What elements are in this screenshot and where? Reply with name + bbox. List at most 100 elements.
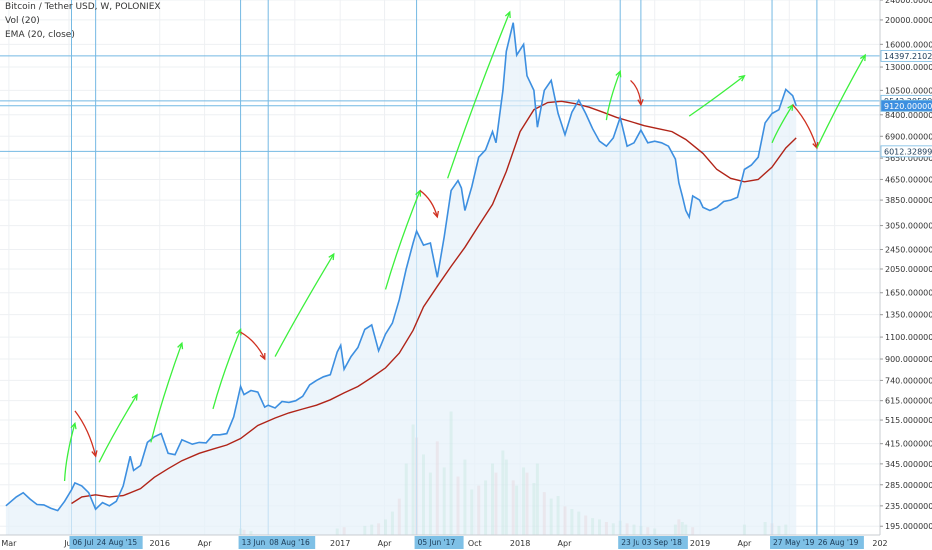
down-arrow	[630, 79, 642, 105]
price-tick-label: 235.00000000	[885, 502, 932, 511]
date-marker-label: 26 Aug '19	[818, 538, 859, 547]
time-tick-label: 2019	[690, 539, 710, 548]
up-arrow	[688, 75, 745, 117]
price-axis: 24000.00000000 20000.00000000 16000.000000…	[879, 0, 932, 550]
time-tick-label: Apr	[378, 539, 393, 548]
volume-indicator-label: Vol (20)	[5, 16, 40, 26]
up-arrow	[150, 342, 183, 443]
up-arrow	[816, 54, 866, 149]
price-level-label: 14397.21029952	[884, 52, 932, 61]
up-arrow	[212, 329, 242, 410]
date-marker-label: 06 Jul '	[72, 538, 97, 547]
price-line	[5, 22, 797, 512]
price-tick-label: 515.00000000	[885, 416, 932, 425]
time-tick-label: Mar	[1, 539, 17, 548]
up-arrow	[384, 190, 421, 290]
up-arrow	[605, 71, 621, 121]
ema-line	[71, 100, 797, 505]
date-marker-label: 05 Jun '17	[418, 538, 456, 547]
ema-indicator-label: EMA (20, close)	[5, 30, 75, 40]
arrow-head	[432, 210, 440, 219]
price-tick-label: 900.00000000	[885, 355, 932, 364]
up-arrow	[274, 253, 335, 357]
up-arrow	[771, 104, 794, 144]
price-level-label: 9120.00000000	[884, 102, 932, 111]
arrow-head	[504, 10, 511, 19]
up-arrow	[63, 423, 76, 482]
price-tick-label: 2450.00000000	[885, 246, 932, 255]
date-marker-tag	[638, 536, 688, 549]
price-tick-label: 415.00000000	[885, 440, 932, 449]
arrow-head	[259, 353, 266, 361]
price-tick-label: 16000.00000000	[885, 40, 932, 49]
arrow-head	[859, 53, 866, 62]
price-tick-label: 1100.00000000	[885, 333, 932, 342]
arrow-head	[615, 69, 622, 78]
price-tick-label: 615.00000000	[885, 397, 932, 406]
arrow-head	[91, 450, 98, 458]
price-level-tag	[880, 49, 932, 62]
price-tick-label: 1650.00000000	[885, 289, 932, 298]
down-arrow	[240, 331, 266, 360]
up-arrow	[98, 394, 138, 463]
annotation-arrows	[63, 10, 866, 482]
arrow-head	[235, 328, 242, 336]
price-level-tag	[880, 99, 932, 112]
arrow-head	[637, 99, 644, 107]
price-level-label: 6012.32899232	[884, 147, 932, 156]
down-arrow	[74, 410, 97, 457]
date-marker-label: 03 Sep '18	[642, 538, 682, 547]
time-tick-label: Apr	[738, 539, 753, 548]
time-tick-label: 2018	[510, 539, 530, 548]
down-arrow	[419, 190, 438, 218]
price-tick-label: 5650.00000000	[885, 154, 932, 163]
date-marker-label: 24 Aug '15	[97, 538, 138, 547]
arrow-head	[70, 421, 77, 430]
time-tick-label: Apr	[558, 539, 573, 548]
date-marker-tag	[814, 536, 864, 549]
price-tick-label: 10500.00000000	[885, 86, 932, 95]
time-tick-label: 202	[872, 539, 887, 548]
time-tick-label: 2016	[150, 539, 170, 548]
time-tick-label: 2017	[330, 539, 350, 548]
arrow-head	[177, 341, 184, 350]
price-tick-label: 3050.00000000	[885, 222, 932, 231]
price-tick-label: 24000.00000000	[885, 0, 932, 5]
date-marker-tag	[266, 536, 316, 549]
time-tick-label: Jul	[63, 539, 74, 548]
price-tick-label: 6900.00000000	[885, 132, 932, 141]
price-tick-label: 285.00000000	[885, 481, 932, 490]
time-axis: MarJul2016AprOct2017AprOct2018AprOct2019…	[0, 534, 932, 550]
chart-title: Bitcoin / Tether USD, W, POLONIEX	[5, 2, 161, 12]
up-arrow	[447, 11, 511, 179]
price-tick-label: 3850.00000000	[885, 196, 932, 205]
date-marker-tag	[414, 536, 464, 549]
time-tick-label: Oct	[468, 539, 482, 548]
price-tick-label: 2050.00000000	[885, 265, 932, 274]
time-axis-background	[0, 535, 932, 550]
price-tick-label: 740.00000000	[885, 376, 932, 385]
date-marker-tag	[770, 536, 820, 549]
time-tick-label: Apr	[198, 539, 213, 548]
price-tick-label: 195.00000000	[885, 522, 932, 531]
date-marker-label: 08 Aug '16	[269, 538, 310, 547]
price-tick-label: 345.00000000	[885, 460, 932, 469]
arrow-head	[328, 252, 335, 261]
price-tick-label: 13000.00000000	[885, 63, 932, 72]
date-marker-label: 13 Jun '1	[242, 538, 275, 547]
price-axis-background	[880, 0, 932, 550]
price-tick-label: 1350.00000000	[885, 311, 932, 320]
down-arrow	[792, 104, 818, 149]
date-marker-label: 27 May '19	[773, 538, 815, 547]
date-marker-label: 23 Jul	[621, 538, 642, 547]
price-tick-label: 4650.00000000	[885, 175, 932, 184]
arrow-head	[131, 393, 138, 401]
arrow-head	[738, 74, 746, 82]
price-tick-label: 20000.00000000	[885, 16, 932, 25]
price-area-fill	[5, 22, 797, 535]
horizontal-levels	[0, 55, 880, 152]
price-tick-label: 8400.00000000	[885, 111, 932, 120]
date-marker-tag	[93, 536, 143, 549]
price-level-tag	[880, 145, 932, 158]
